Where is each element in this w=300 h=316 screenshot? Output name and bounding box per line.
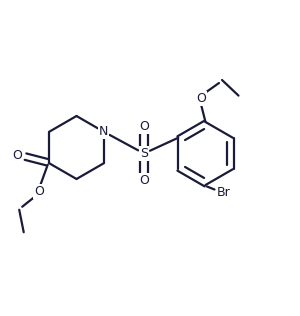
Text: N: N xyxy=(99,125,109,138)
Text: Br: Br xyxy=(217,186,231,199)
Text: O: O xyxy=(34,185,44,198)
Text: S: S xyxy=(140,147,148,160)
Text: O: O xyxy=(12,149,22,162)
Text: O: O xyxy=(196,92,206,105)
Text: O: O xyxy=(139,120,149,133)
Text: O: O xyxy=(139,174,149,187)
